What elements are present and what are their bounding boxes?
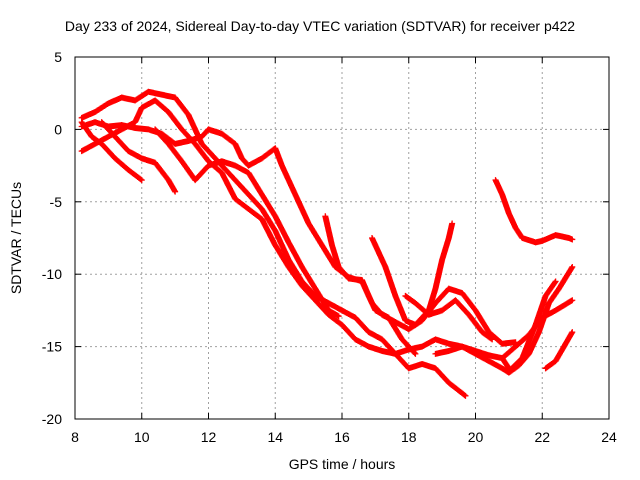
x-tick-label: 16 (334, 429, 350, 445)
data-series (78, 88, 576, 399)
series-track-2 (78, 97, 512, 372)
axis-ticks: 8 10 12 14 16 18 20 22 24 5 0 -5 -10 -15 -20 (42, 49, 617, 445)
series-track-6 (152, 126, 342, 320)
y-tick-label: 0 (54, 121, 62, 137)
plot-frame (74, 56, 610, 420)
y-tick-label: -15 (42, 339, 62, 355)
x-tick-label: 12 (201, 429, 217, 445)
data-point-markers (78, 119, 145, 184)
y-tick-label: 5 (54, 49, 62, 65)
data-point-markers (322, 213, 419, 357)
x-axis-label: GPS time / hours (288, 456, 396, 472)
data-point-markers (432, 263, 576, 376)
x-tick-label: 8 (71, 429, 79, 445)
chart-title: Day 233 of 2024, Sidereal Day-to-day VTE… (64, 18, 576, 34)
x-tick-label: 14 (267, 429, 283, 445)
series-track-10 (492, 177, 576, 246)
x-tick-label: 24 (601, 429, 617, 445)
series-track-13 (542, 329, 576, 372)
data-point-markers (402, 292, 496, 343)
series-track-14 (505, 278, 559, 375)
y-tick-label: -5 (50, 194, 63, 210)
y-axis-label: SDTVAR / TECUs (8, 181, 24, 295)
x-tick-label: 20 (468, 429, 484, 445)
x-tick-label: 18 (401, 429, 417, 445)
data-point-markers (78, 97, 512, 372)
data-point-markers (152, 126, 342, 320)
data-point-markers (492, 177, 576, 246)
data-point-markers (542, 329, 576, 372)
x-tick-label: 22 (534, 429, 550, 445)
series-track-11 (432, 263, 576, 376)
data-point-markers (505, 278, 559, 375)
y-tick-label: -10 (42, 266, 62, 282)
series-track-5 (98, 119, 179, 195)
series-track-7 (322, 213, 419, 357)
data-point-markers (98, 119, 179, 195)
series-track-4 (78, 119, 145, 184)
series-track-9 (402, 292, 496, 343)
x-tick-label: 10 (134, 429, 150, 445)
y-tick-label: -20 (42, 411, 62, 427)
